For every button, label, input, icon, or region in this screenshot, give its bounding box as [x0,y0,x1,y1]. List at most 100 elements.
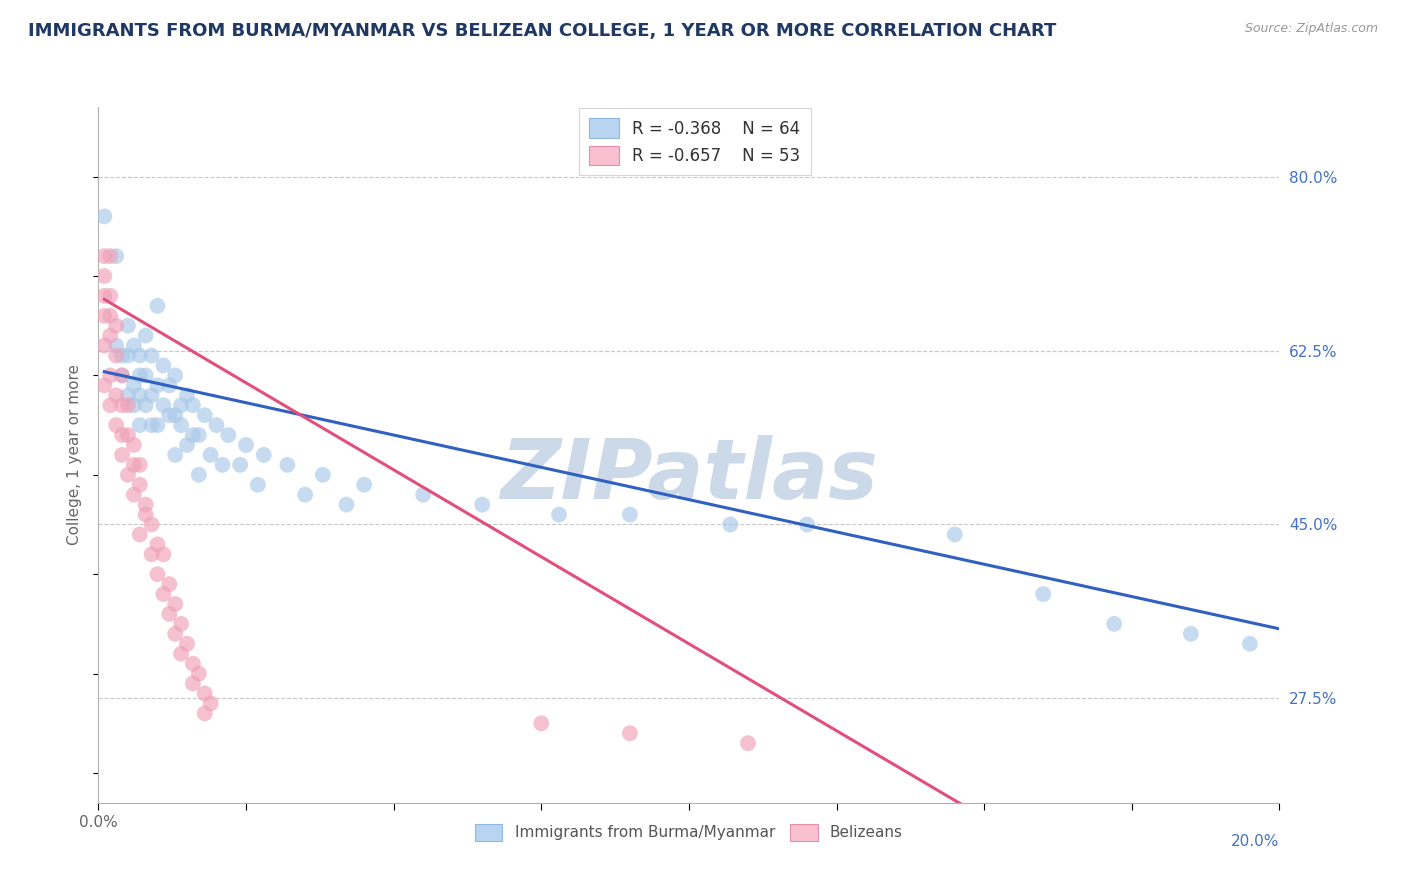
Point [105,418,128,433]
Text: Source: ZipAtlas.com: Source: ZipAtlas.com [1244,22,1378,36]
Point [122,438,145,452]
Point [165,597,187,611]
Point [141,547,163,561]
Point [146,537,169,551]
Point [135,508,157,522]
Point [170,398,193,412]
Point [157,408,180,422]
Point [105,249,128,263]
Point [157,577,180,591]
Point [211,458,233,472]
Point [93,338,115,352]
Point [135,498,157,512]
Point [187,428,209,442]
Point [111,368,134,383]
Point [93,210,115,224]
Point [246,477,269,491]
Point [93,378,115,392]
Point [1239,637,1261,651]
Point [146,299,169,313]
Point [93,249,115,263]
Point [548,508,571,522]
Point [141,418,163,433]
Point [117,318,139,333]
Point [194,686,217,700]
Point [141,349,163,363]
Point [141,517,163,532]
Point [1102,616,1125,631]
Point [276,458,298,472]
Point [117,428,139,442]
Text: ZIPatlas: ZIPatlas [501,435,877,516]
Point [187,666,209,681]
Point [165,627,187,641]
Point [152,359,174,373]
Point [194,706,217,721]
Point [122,398,145,412]
Point [165,448,187,462]
Point [1180,627,1202,641]
Point [117,349,139,363]
Point [111,368,134,383]
Point [98,368,121,383]
Point [165,368,187,383]
Point [105,388,128,402]
Text: 20.0%: 20.0% [1232,834,1279,849]
Text: IMMIGRANTS FROM BURMA/MYANMAR VS BELIZEAN COLLEGE, 1 YEAR OR MORE CORRELATION CH: IMMIGRANTS FROM BURMA/MYANMAR VS BELIZEA… [28,22,1056,40]
Point [335,498,357,512]
Point [165,408,187,422]
Point [194,408,217,422]
Legend: Immigrants from Burma/Myanmar, Belizeans: Immigrants from Burma/Myanmar, Belizeans [468,817,910,847]
Point [181,676,204,690]
Point [105,349,128,363]
Point [176,438,198,452]
Y-axis label: College, 1 year or more: College, 1 year or more [67,365,83,545]
Point [176,388,198,402]
Point [157,378,180,392]
Point [111,398,134,412]
Point [93,309,115,323]
Point [98,249,121,263]
Point [128,527,150,541]
Point [117,388,139,402]
Point [98,289,121,303]
Point [943,527,966,541]
Point [146,567,169,582]
Point [312,467,335,482]
Point [619,726,641,740]
Point [205,418,228,433]
Point [253,448,276,462]
Point [128,349,150,363]
Point [200,697,222,711]
Point [737,736,759,750]
Point [141,388,163,402]
Point [530,716,553,731]
Point [111,428,134,442]
Point [135,398,157,412]
Point [122,338,145,352]
Point [619,508,641,522]
Point [229,458,252,472]
Point [718,517,741,532]
Point [135,368,157,383]
Point [217,428,239,442]
Point [93,289,115,303]
Point [98,309,121,323]
Point [1032,587,1054,601]
Point [152,587,174,601]
Point [235,438,257,452]
Point [111,349,134,363]
Point [128,418,150,433]
Point [176,637,198,651]
Point [152,547,174,561]
Point [128,477,150,491]
Point [170,616,193,631]
Point [117,398,139,412]
Point [294,488,316,502]
Point [170,418,193,433]
Point [111,448,134,462]
Point [170,647,193,661]
Point [353,477,375,491]
Point [128,388,150,402]
Point [117,467,139,482]
